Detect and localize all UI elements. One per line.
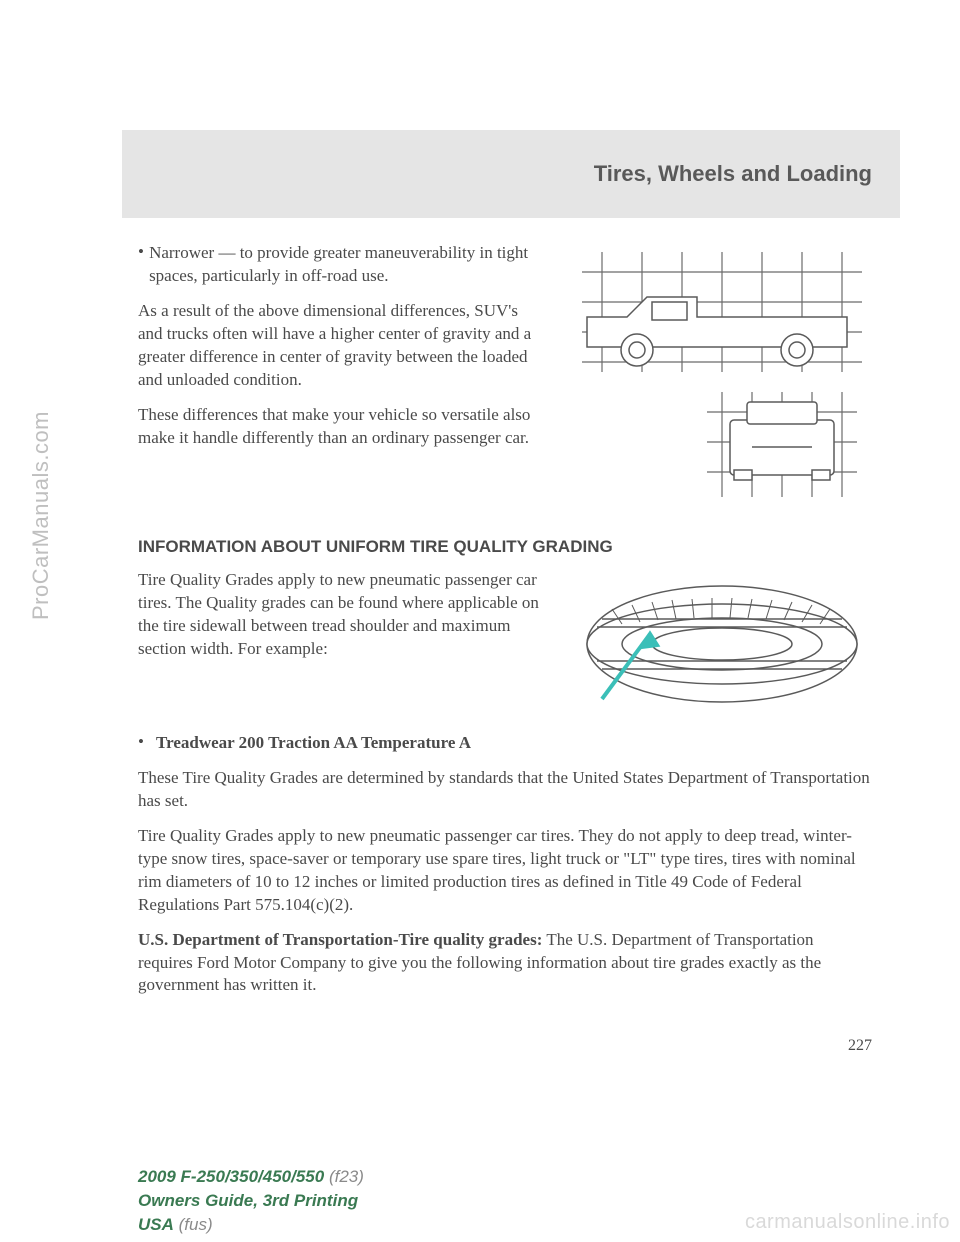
truck-grid-icon (552, 242, 872, 502)
bullet-item: • Treadwear 200 Traction AA Temperature … (138, 732, 872, 755)
paragraph: These Tire Quality Grades are determined… (138, 767, 872, 813)
bottom-watermark: carmanualsonline.info (745, 1211, 950, 1234)
intro-two-column: • Narrower — to provide greater maneuver… (138, 242, 872, 507)
page-number: 227 (110, 1037, 900, 1055)
header-band: Tires, Wheels and Loading (122, 130, 900, 218)
paragraph: As a result of the above dimensional dif… (138, 300, 532, 392)
inline-bold: U.S. Department of Transportation-Tire q… (138, 930, 542, 949)
paragraph: These differences that make your vehicle… (138, 404, 532, 450)
paragraph: Tire Quality Grades apply to new pneumat… (138, 825, 872, 917)
bullet-marker: • (138, 242, 149, 288)
bullet-text-bold: Treadwear 200 Traction AA Temperature A (156, 732, 471, 755)
bullet-item: • Narrower — to provide greater maneuver… (138, 242, 532, 288)
footer-guide: Owners Guide, 3rd Printing (138, 1189, 900, 1213)
bullet-marker: • (138, 732, 156, 755)
side-watermark: ProCarManuals.com (28, 411, 54, 620)
page-content: Tires, Wheels and Loading • Narrower — t… (110, 0, 900, 1237)
footer-model-code: (f23) (329, 1167, 364, 1186)
paragraph: Tire Quality Grades apply to new pneumat… (138, 569, 552, 661)
paragraph: U.S. Department of Transportation-Tire q… (138, 929, 872, 998)
tire-icon (572, 569, 872, 719)
section-heading: INFORMATION ABOUT UNIFORM TIRE QUALITY G… (138, 537, 872, 557)
truck-diagram (552, 242, 872, 507)
grading-text-column: Tire Quality Grades apply to new pneumat… (138, 569, 552, 724)
footer-model: 2009 F-250/350/450/550 (138, 1167, 324, 1186)
footer-region-code: (fus) (179, 1215, 213, 1234)
intro-text-column: • Narrower — to provide greater maneuver… (138, 242, 532, 507)
section-title: Tires, Wheels and Loading (594, 161, 872, 187)
grading-two-column: Tire Quality Grades apply to new pneumat… (138, 569, 872, 724)
tire-diagram (572, 569, 872, 724)
footer-region: USA (138, 1215, 174, 1234)
bullet-text: Narrower — to provide greater maneuverab… (149, 242, 532, 288)
body-content: • Narrower — to provide greater maneuver… (110, 218, 900, 997)
footer-line-1: 2009 F-250/350/450/550 (f23) (138, 1165, 900, 1189)
